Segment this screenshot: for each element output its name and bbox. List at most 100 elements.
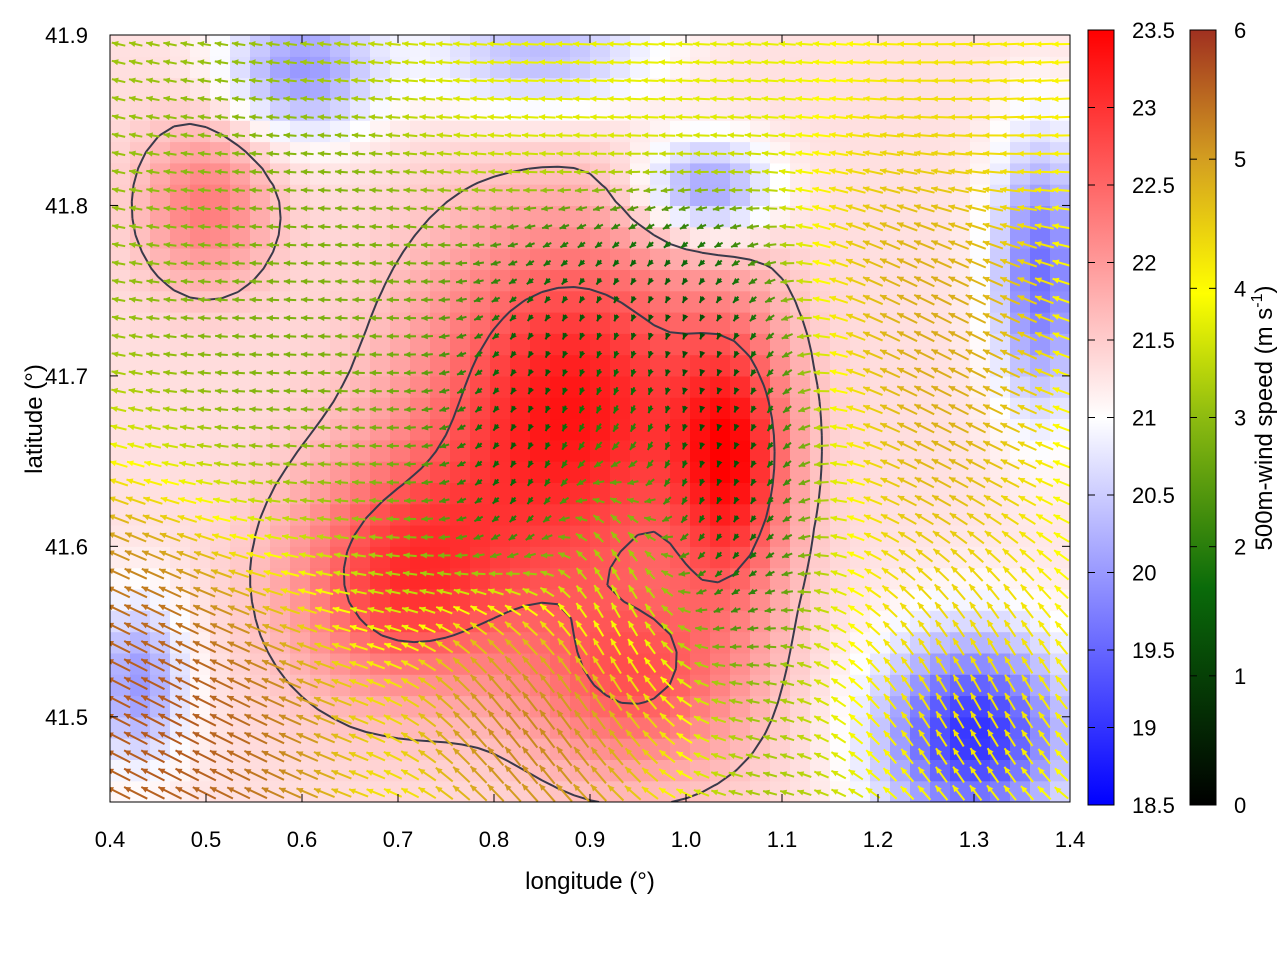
- temperature-cell: [270, 56, 291, 79]
- temperature-cell: [770, 162, 791, 185]
- temperature-cell: [790, 759, 811, 782]
- temperature-cell: [770, 397, 791, 420]
- temperature-cell: [410, 375, 431, 398]
- temperature-cell: [750, 695, 771, 718]
- wind-arrow: [123, 767, 148, 782]
- temperature-cell: [530, 312, 551, 334]
- temperature-cell: [850, 375, 871, 398]
- temperature-cell: [430, 674, 451, 697]
- temperature-cell: [1010, 652, 1031, 675]
- temperature-cell: [210, 226, 231, 249]
- temperature-cell: [970, 162, 991, 185]
- y-tick-label: 41.5: [45, 705, 88, 730]
- temperature-cell: [890, 77, 911, 100]
- temperature-cell: [750, 354, 771, 377]
- temperature-cell: [370, 780, 391, 802]
- temperature-cell: [830, 461, 851, 483]
- temperature-cell: [230, 418, 251, 441]
- temperature-cell: [290, 184, 311, 206]
- temperature-cell: [690, 120, 711, 143]
- temperature-cell: [250, 35, 271, 57]
- temperature-cell: [590, 439, 611, 462]
- temperature-cell: [430, 525, 451, 547]
- temperature-cell: [250, 162, 271, 185]
- wind-colorbar-label-sup: -1: [1249, 293, 1266, 307]
- temperature-cell: [830, 162, 851, 185]
- temperature-cell: [390, 375, 411, 398]
- temperature-cell: [330, 333, 351, 356]
- temperature-cell: [1050, 333, 1070, 356]
- temperature-cell: [730, 716, 751, 739]
- temperature-cell: [970, 482, 991, 505]
- wind-arrow: [111, 41, 126, 47]
- temperature-cell: [390, 546, 411, 569]
- temperature-cell: [610, 184, 631, 206]
- temperature-cell: [350, 397, 371, 420]
- temperature-cell: [450, 503, 471, 526]
- temperature-cell: [910, 610, 931, 633]
- temperature-cell: [270, 333, 291, 356]
- temperature-cell: [770, 631, 791, 654]
- temperature-cell: [530, 546, 551, 569]
- temperature-cell: [130, 375, 151, 398]
- temperature-cell: [950, 77, 971, 100]
- temperature-cell: [490, 290, 511, 313]
- temperature-cell: [750, 205, 771, 228]
- temperature-cell: [370, 35, 391, 57]
- temperature-cell: [790, 397, 811, 420]
- temperature-cell: [210, 77, 231, 100]
- temperature-cell: [150, 674, 171, 697]
- temperature-cell: [950, 716, 971, 739]
- temperature-cell: [550, 205, 571, 228]
- temperature-cell: [130, 77, 151, 100]
- temperature-cell: [550, 248, 571, 270]
- temperature-cell: [870, 312, 891, 334]
- temperature-cell: [250, 269, 271, 292]
- temperature-cell: [450, 716, 471, 739]
- x-tick-label: 1.1: [767, 827, 798, 852]
- temperature-cell: [490, 162, 511, 185]
- temperature-cell: [830, 120, 851, 143]
- temperature-cell: [810, 312, 831, 334]
- temperature-cell: [950, 695, 971, 718]
- temperature-cell: [570, 546, 591, 569]
- temperature-cell: [850, 652, 871, 675]
- temperature-cell: [770, 77, 791, 100]
- colorbar-tick-label: 19: [1132, 716, 1156, 741]
- temperature-cell: [870, 290, 891, 313]
- temperature-cell: [490, 652, 511, 675]
- temperature-cell: [510, 567, 531, 590]
- temperature-cell: [130, 205, 151, 228]
- temperature-cell: [930, 418, 951, 441]
- wind-arrow: [110, 442, 128, 450]
- temperature-cell: [790, 546, 811, 569]
- temperature-cell: [930, 503, 951, 526]
- temperature-cell: [110, 525, 131, 547]
- temperature-cell: [650, 418, 671, 441]
- temperature-cell: [350, 461, 371, 483]
- temperature-cell: [910, 120, 931, 143]
- temperature-cell: [290, 610, 311, 633]
- temperature-cell: [490, 248, 511, 270]
- temperature-cell: [670, 120, 691, 143]
- temperature-cell: [610, 354, 631, 377]
- temperature-cell: [850, 35, 871, 57]
- temperature-cell: [1010, 290, 1031, 313]
- temperature-cell: [170, 482, 191, 505]
- temperature-cell: [670, 184, 691, 206]
- temperature-cell: [390, 695, 411, 718]
- temperature-cell: [390, 780, 411, 802]
- wind-colorbar-label-main: 500m-wind speed (m s: [1251, 308, 1278, 551]
- temperature-cell: [650, 141, 671, 164]
- temperature-cell: [210, 312, 231, 334]
- temperature-cell: [930, 716, 951, 739]
- temperature-cell: [570, 248, 591, 270]
- temperature-cell: [350, 525, 371, 547]
- temperature-cell: [870, 269, 891, 292]
- temperature-cell: [150, 77, 171, 100]
- wind-arrow: [110, 750, 131, 764]
- temperature-cell: [430, 397, 451, 420]
- temperature-cell: [1050, 695, 1070, 718]
- temperature-cell: [1050, 141, 1070, 164]
